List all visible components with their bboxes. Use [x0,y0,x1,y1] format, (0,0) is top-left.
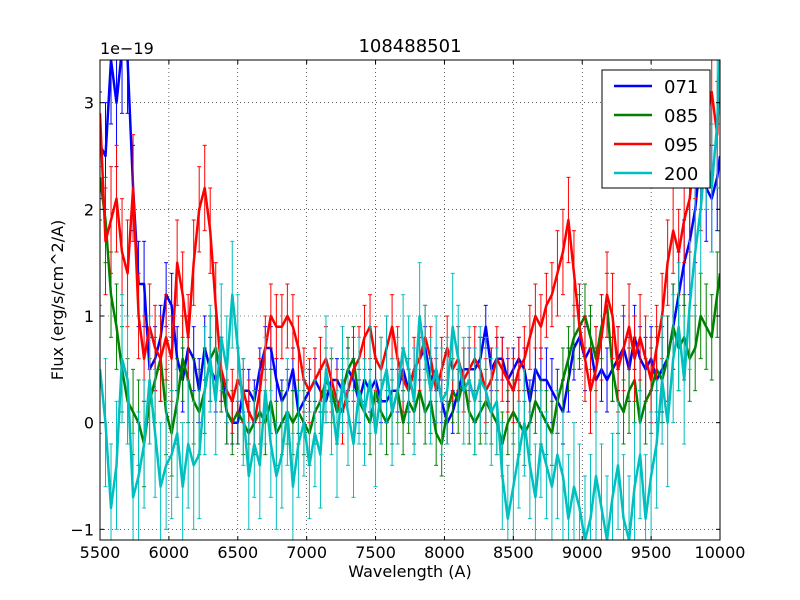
legend: 071 085 095 200 [601,69,711,189]
y-tick-label: 3 [84,94,94,113]
x-tick-label: 8500 [493,543,534,562]
legend-label-095: 095 [664,135,698,156]
y-tick-label: 0 [84,414,94,433]
x-tick-label: 9500 [631,543,672,562]
plot-frame [99,59,721,541]
x-tick-label: 5500 [80,543,121,562]
x-tick-label: 6500 [217,543,258,562]
x-tick-label: 6000 [149,543,190,562]
x-tick-label: 7000 [286,543,327,562]
legend-label-071: 071 [664,77,698,98]
chart-title: 108488501 [358,36,461,57]
x-tick-label: 7500 [355,543,396,562]
y-offset-text: 1e−19 [100,39,154,58]
y-axis-label: Flux (erg/s/cm^2/A) [48,220,67,381]
legend-box [601,69,711,189]
legend-label-085: 085 [664,106,698,127]
y-tick-label: −1 [70,520,94,539]
x-axis-label: Wavelength (A) [348,562,471,581]
legend-label-200: 200 [664,164,698,185]
x-tick-label: 10000 [695,543,746,562]
x-tick-label: 9000 [562,543,603,562]
series-line-200 [100,60,720,540]
ticks: 5500 6000 6500 7000 7500 8000 8500 9000 9500 1000… [70,60,745,562]
y-tick-label: 2 [84,200,94,219]
series-200 [100,60,720,540]
x-tick-label: 8000 [424,543,465,562]
y-tick-label: 1 [84,307,94,326]
